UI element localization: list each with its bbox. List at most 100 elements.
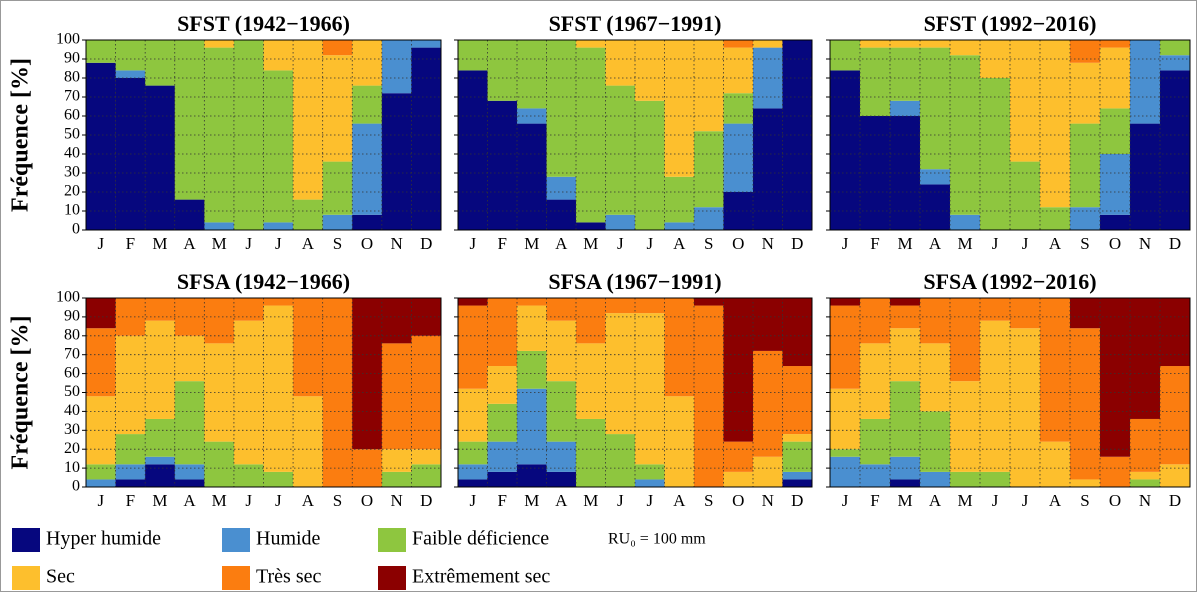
bar-segment: [980, 320, 1011, 472]
y-tick-label: 50: [64, 126, 80, 143]
bar-segment: [381, 449, 412, 472]
bar-segment: [753, 456, 783, 487]
bar-segment: [576, 40, 606, 48]
y-tick-label: 40: [64, 402, 80, 419]
bar-segment: [546, 199, 577, 230]
y-tick-label: 90: [64, 308, 80, 325]
x-tick-label: J: [617, 234, 624, 253]
bar-segment: [830, 388, 861, 450]
bar-segment: [576, 343, 606, 419]
bar-segment: [487, 471, 518, 487]
bar-segment: [1010, 298, 1041, 329]
bar-segment: [890, 479, 921, 487]
bar-segment: [233, 464, 264, 487]
x-tick-label: A: [1049, 234, 1062, 253]
y-tick-label: 20: [64, 440, 80, 457]
bar-segment: [487, 298, 518, 367]
bar-segment: [174, 40, 205, 200]
bar-segment: [145, 418, 176, 457]
y-tick-label: 60: [64, 107, 80, 124]
x-tick-label: S: [1080, 234, 1089, 253]
legend-swatch: [12, 528, 40, 552]
bar-segment: [1010, 328, 1041, 487]
legend-label: Faible déficience: [412, 528, 549, 550]
bar-segment: [723, 93, 754, 124]
bar-segment: [174, 464, 205, 480]
x-tick-label: J: [646, 491, 653, 510]
plot-frame: [457, 297, 813, 488]
bar-segment: [263, 70, 294, 223]
bar-segment: [263, 471, 294, 487]
bar-segment: [293, 396, 323, 487]
bar-segment: [1070, 298, 1101, 329]
bar-segment: [1160, 40, 1191, 56]
y-tick-label: 20: [64, 183, 80, 200]
bar-segment: [1130, 40, 1161, 124]
bar-segment: [381, 471, 412, 487]
x-tick-label: S: [333, 234, 342, 253]
x-tick-label: N: [762, 491, 774, 510]
legend-label: Hyper humide: [46, 528, 161, 550]
bar-segment: [723, 40, 754, 48]
bar-segment: [263, 305, 294, 472]
bar-segment: [1040, 298, 1071, 442]
x-tick-label: D: [420, 491, 432, 510]
legend-swatch: [12, 566, 40, 590]
x-tick-label: J: [842, 234, 849, 253]
panel-title: SFST (1967−1991): [549, 11, 722, 36]
bar-segment: [723, 441, 754, 472]
bar-segment: [263, 298, 294, 306]
x-tick-label: J: [617, 491, 624, 510]
x-tick-label: A: [1049, 491, 1062, 510]
bar-segment: [411, 464, 442, 487]
x-tick-label: A: [555, 491, 568, 510]
x-tick-label: S: [704, 491, 713, 510]
bar-segment: [1160, 298, 1191, 367]
y-tick-label: 60: [64, 364, 80, 381]
y-tick-label: 10: [64, 202, 80, 219]
bar-segment: [782, 441, 813, 472]
bar-segment: [1040, 441, 1071, 487]
x-tick-label: D: [1169, 234, 1181, 253]
bar-segment: [322, 298, 353, 487]
panel-title: SFSA (1967−1991): [548, 269, 721, 294]
y-tick-label: 40: [64, 145, 80, 162]
bar-segment: [830, 456, 861, 487]
bar-segment: [753, 40, 783, 48]
bar-segment: [1100, 298, 1131, 457]
bar-segment: [605, 85, 636, 215]
bar-segment: [830, 70, 861, 231]
x-tick-label: D: [791, 491, 803, 510]
bar-segment: [576, 222, 606, 230]
bar-segment: [890, 381, 921, 457]
bar-segment: [381, 343, 412, 450]
x-tick-label: M: [152, 234, 167, 253]
x-tick-label: F: [870, 234, 879, 253]
bar-segment: [950, 471, 981, 487]
bar-segment: [517, 305, 547, 351]
bar-segment: [204, 40, 235, 48]
legend-label: Très sec: [256, 566, 321, 588]
bar-segment: [1070, 479, 1101, 487]
bar-segment: [860, 464, 891, 487]
x-tick-label: J: [469, 491, 476, 510]
x-tick-label: O: [361, 491, 373, 510]
bar-segment: [1130, 298, 1161, 419]
legend-swatch: [222, 566, 250, 590]
panel-title: SFST (1992−2016): [924, 11, 1097, 36]
x-tick-label: J: [1022, 491, 1029, 510]
bar-segment: [1070, 62, 1101, 124]
bar-segment: [1100, 214, 1131, 230]
bar-segment: [1070, 123, 1101, 208]
plot-frame: [85, 39, 442, 231]
y-tick-label: 70: [64, 345, 80, 362]
x-tick-label: M: [212, 234, 227, 253]
bar-segment: [980, 298, 1011, 321]
x-tick-label: N: [1139, 234, 1151, 253]
bar-segment: [890, 40, 921, 48]
bar-segment: [1160, 366, 1191, 465]
x-tick-label: D: [420, 234, 432, 253]
bar-segment: [352, 214, 383, 230]
bar-segment: [782, 479, 813, 487]
y-tick-label: 30: [64, 421, 80, 438]
